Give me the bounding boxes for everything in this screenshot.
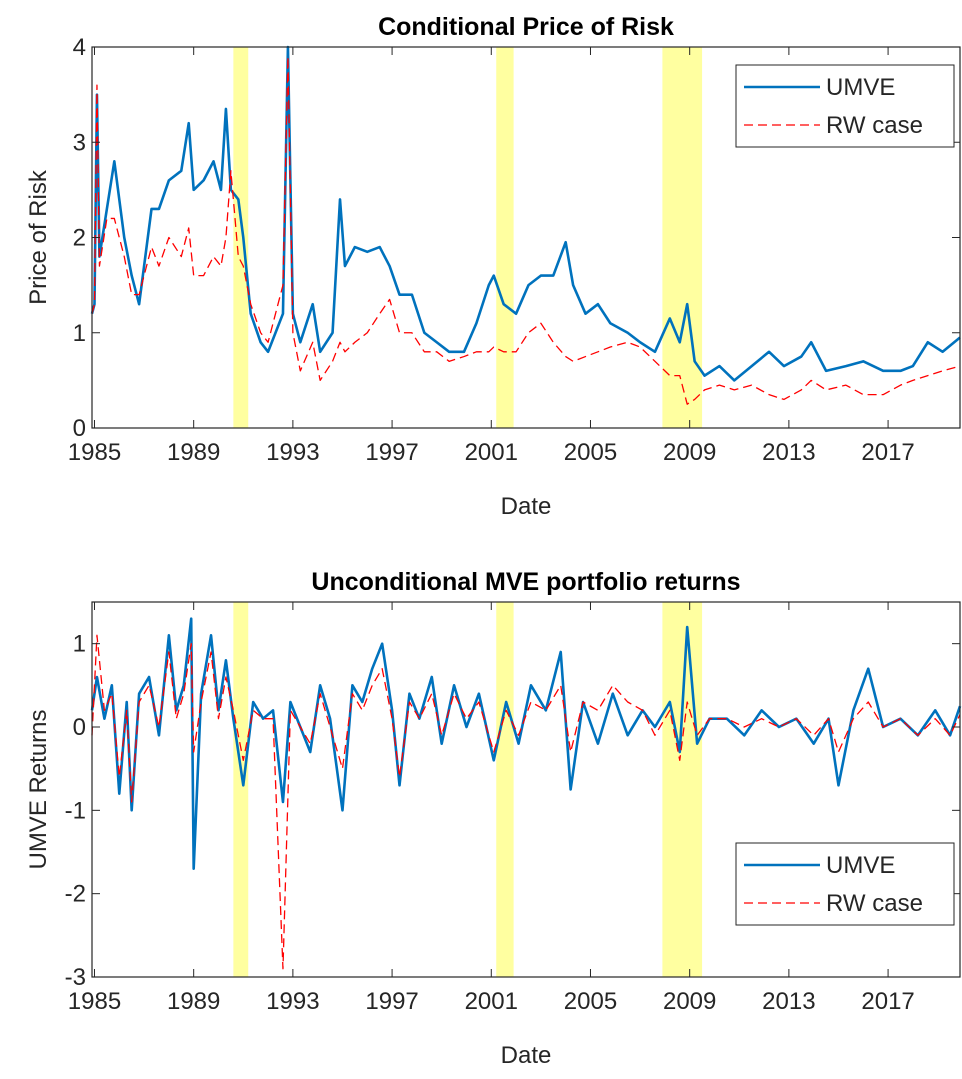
recession-band (496, 602, 514, 977)
x-tick-label: 1997 (365, 439, 418, 466)
x-tick-label: 2005 (564, 988, 617, 1015)
recession-band (233, 47, 249, 428)
x-tick-label: 2009 (663, 988, 716, 1015)
y-tick-label: -3 (65, 964, 86, 991)
y-tick-label: 4 (73, 34, 86, 61)
y-tick-label: -1 (65, 797, 86, 824)
x-tick-label: 1993 (266, 988, 319, 1015)
axes-box (91, 601, 961, 978)
y-tick-label: 0 (73, 415, 86, 442)
legend-label: UMVE (826, 852, 895, 879)
x-tick-label: 2013 (762, 439, 815, 466)
x-tick-label: 2017 (861, 439, 914, 466)
x-tick-label: 1993 (266, 439, 319, 466)
x-tick-label: 1989 (167, 439, 220, 466)
recession-band (662, 47, 703, 428)
y-axis-label: UMVE Returns (25, 709, 52, 869)
x-tick-label: 2001 (465, 439, 518, 466)
recession-band (233, 602, 249, 977)
legend-box (735, 64, 955, 148)
legend-box (735, 842, 955, 926)
chart-title: Conditional Price of Risk (378, 13, 674, 41)
x-tick-label: 2017 (861, 988, 914, 1015)
x-axis-label: Date (501, 493, 552, 520)
y-tick-label: 2 (73, 225, 86, 252)
x-tick-label: 2001 (465, 988, 518, 1015)
x-tick-label: 2009 (663, 439, 716, 466)
x-tick-label: 1997 (365, 988, 418, 1015)
plot-area (90, 45, 961, 428)
series-line (90, 45, 961, 382)
legend-label: RW case (826, 112, 923, 139)
recession-band (496, 47, 514, 428)
y-tick-label: -2 (65, 881, 86, 908)
plot-area (90, 602, 962, 977)
x-tick-label: 1989 (167, 988, 220, 1015)
x-tick-label: 2013 (762, 988, 815, 1015)
series-line (91, 55, 961, 405)
x-tick-label: 2005 (564, 439, 617, 466)
y-axis-label: Price of Risk (25, 169, 52, 305)
y-tick-label: 1 (73, 320, 86, 347)
x-axis-label: Date (501, 1042, 552, 1069)
y-tick-label: 1 (73, 631, 86, 658)
x-tick-label: 1985 (68, 988, 121, 1015)
y-tick-label: 3 (73, 129, 86, 156)
chart-title: Unconditional MVE portfolio returns (311, 568, 740, 596)
y-tick-label: 0 (73, 714, 86, 741)
recession-band (662, 602, 703, 977)
x-tick-label: 1985 (68, 439, 121, 466)
legend-label: RW case (826, 890, 923, 917)
series-line (90, 617, 962, 870)
legend-label: UMVE (826, 74, 895, 101)
